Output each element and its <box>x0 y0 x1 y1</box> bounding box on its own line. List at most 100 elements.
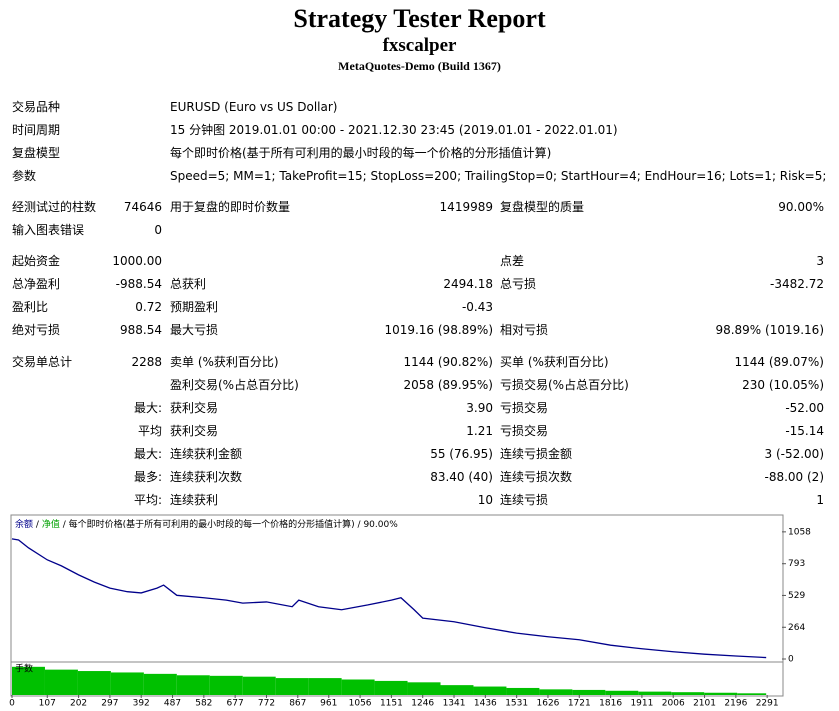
legend-item: / <box>36 520 40 530</box>
x-tick-label: 487 <box>164 699 181 709</box>
table-cell: 盈利交易(%占总百分比) <box>170 378 299 392</box>
lot-bar <box>242 676 276 695</box>
table-cell: 1000.00 <box>112 254 162 268</box>
legend-item: / <box>358 520 362 530</box>
x-tick-label: 202 <box>70 699 87 709</box>
table-cell: 交易单总计 <box>12 355 73 369</box>
table-cell: 点差 <box>500 254 525 268</box>
table-cell: 最多: <box>133 470 162 484</box>
lot-bar <box>77 671 111 695</box>
build: MetaQuotes-Demo (Build 1367) <box>338 59 501 73</box>
table-cell: 988.54 <box>120 323 162 337</box>
lot-bar <box>638 691 672 695</box>
x-tick-label: 392 <box>133 699 150 709</box>
table-cell: 最大: <box>133 401 162 415</box>
table-cell: 连续获利次数 <box>170 470 243 484</box>
table-cell: 复盘模型 <box>12 146 61 160</box>
table-cell: 1019.16 (98.89%) <box>384 323 493 337</box>
x-tick-label: 1911 <box>630 699 653 709</box>
table-cell: 2494.18 <box>443 277 493 291</box>
x-tick-label: 582 <box>195 699 212 709</box>
x-tick-label: 677 <box>227 699 244 709</box>
table-cell: 0 <box>154 223 162 237</box>
table-cell: 获利交易 <box>170 401 219 415</box>
table-cell: -88.00 (2) <box>764 470 825 484</box>
lot-bar <box>275 678 309 695</box>
lot-bar <box>374 680 408 695</box>
x-tick-label: 0 <box>9 699 15 709</box>
x-tick-label: 1151 <box>380 699 403 709</box>
table-cell: 卖单 (%获利百分比) <box>170 355 279 369</box>
table-cell: 1144 (90.82%) <box>403 355 493 369</box>
table-cell: 经测试过的柱数 <box>12 200 97 214</box>
table-cell: 90.00% <box>778 200 824 214</box>
table-cell: 最大亏损 <box>170 323 219 337</box>
table-cell: 连续获利 <box>170 493 219 507</box>
x-tick-label: 1341 <box>443 699 466 709</box>
lot-bar <box>209 675 243 695</box>
x-tick-label: 1721 <box>568 699 591 709</box>
table-cell: 3.90 <box>466 401 493 415</box>
table-cell: 74646 <box>123 200 162 214</box>
table-cell: 平均 <box>137 424 162 438</box>
lot-bar <box>605 690 639 695</box>
table-cell: 3 (-52.00) <box>764 447 825 461</box>
lot-bar <box>176 675 210 695</box>
lot-bar <box>143 673 177 695</box>
table-cell: 0.72 <box>135 300 162 314</box>
legend-item: / <box>63 520 67 530</box>
x-tick-label: 297 <box>101 699 118 709</box>
lot-bar <box>44 669 78 695</box>
table-cell: -0.43 <box>461 300 493 314</box>
table-cell: 55 (76.95) <box>430 447 493 461</box>
table-cell: 盈利比 <box>12 300 49 314</box>
table-cell: -988.54 <box>115 277 162 291</box>
table-cell: 连续获利金额 <box>170 447 243 461</box>
balance-line <box>11 538 767 659</box>
table-cell: 2288 <box>131 355 162 369</box>
lot-bar <box>407 682 441 695</box>
table-cell: 98.89% (1019.16) <box>715 323 824 337</box>
lot-bar <box>671 692 705 695</box>
table-cell: 预期盈利 <box>170 300 219 314</box>
table-cell: 交易品种 <box>12 100 61 114</box>
x-tick-label: 2006 <box>662 699 685 709</box>
x-tick-label: 1436 <box>474 699 497 709</box>
table-cell: 亏损交易 <box>500 424 549 438</box>
table-cell: 1144 (89.07%) <box>734 355 824 369</box>
table-cell: 获利交易 <box>170 424 219 438</box>
y-tick-label: 793 <box>788 559 805 569</box>
y-tick-label: 0 <box>788 654 794 664</box>
table-cell: Speed=5; MM=1; TakeProfit=15; StopLoss=2… <box>170 169 827 183</box>
x-tick-label: 1056 <box>349 699 372 709</box>
x-tick-label: 1531 <box>505 699 528 709</box>
table-cell: 1419989 <box>439 200 493 214</box>
table-cell: -15.14 <box>785 424 824 438</box>
lot-bar <box>572 689 606 695</box>
legend: 余额 / 净值 / 每个即时价格(基于所有可利用的最小时段的每一个价格的分形插值… <box>15 518 398 530</box>
x-tick-label: 961 <box>320 699 337 709</box>
y-tick-label: 1058 <box>788 527 811 537</box>
table-cell: 起始资金 <box>12 254 61 268</box>
table-cell: 复盘模型的质量 <box>500 200 585 214</box>
table-cell: 绝对亏损 <box>12 323 61 337</box>
lot-bar <box>506 687 540 695</box>
lot-bar <box>704 692 738 695</box>
lot-bar <box>737 693 767 695</box>
x-tick-label: 2101 <box>693 699 716 709</box>
table-cell: 83.40 (40) <box>430 470 493 484</box>
x-tick-label: 1816 <box>599 699 622 709</box>
x-tick-label: 2291 <box>756 699 779 709</box>
table-cell: 1 <box>816 493 824 507</box>
lot-bar <box>308 678 342 695</box>
table-cell: 连续亏损 <box>500 493 549 507</box>
legend-item: 净值 <box>42 518 60 530</box>
lots-label: 手数 <box>15 663 33 675</box>
legend-item: 每个即时价格(基于所有可利用的最小时段的每一个价格的分形插值计算) <box>69 518 355 530</box>
x-tick-label: 1246 <box>411 699 434 709</box>
x-tick-label: 1626 <box>537 699 560 709</box>
lot-bar <box>473 686 507 695</box>
table-cell: 平均: <box>133 493 162 507</box>
table-cell: 参数 <box>12 169 37 183</box>
table-cell: 2058 (89.95%) <box>403 378 493 392</box>
